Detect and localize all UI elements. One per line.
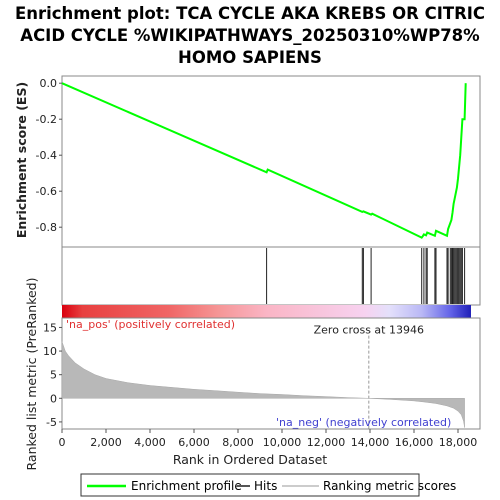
es-y-tick-label: -0.8 bbox=[36, 221, 57, 234]
x-tick-label: 16,000 bbox=[395, 436, 434, 449]
es-y-ticks: 0.0 -0.2 -0.4 -0.6 -0.8 bbox=[36, 77, 62, 234]
rank-y-axis-label: Ranked list metric (PreRanked) bbox=[24, 278, 39, 471]
x-tick-label: 4,000 bbox=[134, 436, 166, 449]
x-tick-label: 18,000 bbox=[439, 436, 478, 449]
es-y-tick-label: -0.6 bbox=[36, 185, 57, 198]
rank-y-tick-label: -5 bbox=[46, 416, 57, 429]
legend-hits-label: Hits bbox=[254, 479, 277, 493]
title-line-1: Enrichment plot: TCA CYCLE AKA KREBS OR … bbox=[15, 4, 485, 23]
rank-y-tick-label: 15 bbox=[43, 321, 57, 334]
x-tick-label: 10,000 bbox=[263, 436, 302, 449]
x-tick-label: 12,000 bbox=[307, 436, 346, 449]
legend-enrichment-label: Enrichment profile bbox=[131, 479, 242, 493]
es-y-tick-label: 0.0 bbox=[40, 77, 58, 90]
x-tick-label: 8,000 bbox=[222, 436, 254, 449]
es-y-tick-label: -0.4 bbox=[36, 149, 57, 162]
chart-title: Enrichment plot: TCA CYCLE AKA KREBS OR … bbox=[15, 4, 485, 67]
zero-cross-label: Zero cross at 13946 bbox=[314, 324, 424, 337]
pos-correlated-label: 'na_pos' (positively correlated) bbox=[66, 318, 235, 331]
hits-panel bbox=[62, 247, 480, 305]
x-tick-label: 14,000 bbox=[351, 436, 390, 449]
neg-correlated-label: 'na_neg' (negatively correlated) bbox=[276, 416, 451, 429]
x-axis-ticks: 0 2,000 4,000 6,000 8,000 10,000 12,000 14,000 1… bbox=[59, 429, 478, 449]
hits-panel-frame bbox=[62, 247, 480, 305]
ranking-color-bar bbox=[62, 305, 471, 318]
rank-y-tick-label: 5 bbox=[50, 369, 57, 382]
rank-y-tick-label: 0 bbox=[50, 392, 57, 405]
es-y-tick-label: -0.2 bbox=[36, 113, 57, 126]
legend-ranking-label: Ranking metric scores bbox=[323, 479, 456, 493]
es-panel-frame bbox=[62, 76, 480, 247]
rank-y-tick-label: 10 bbox=[43, 345, 57, 358]
x-axis-label: Rank in Ordered Dataset bbox=[173, 452, 327, 467]
title-line-2: ACID CYCLE %WIKIPATHWAYS_20250310%WP78% bbox=[20, 26, 480, 45]
title-line-3: HOMO SAPIENS bbox=[178, 48, 322, 67]
x-tick-label: 6,000 bbox=[178, 436, 210, 449]
x-tick-label: 0 bbox=[59, 436, 66, 449]
rank-y-ticks: 15 10 5 0 -5 bbox=[43, 321, 62, 428]
es-panel: 0.0 -0.2 -0.4 -0.6 -0.8 Enrichment score (ES… bbox=[14, 76, 480, 247]
x-tick-label: 2,000 bbox=[90, 436, 122, 449]
legend: Enrichment profile Hits Ranking metric s… bbox=[81, 474, 456, 496]
es-y-axis-label: Enrichment score (ES) bbox=[14, 82, 29, 238]
